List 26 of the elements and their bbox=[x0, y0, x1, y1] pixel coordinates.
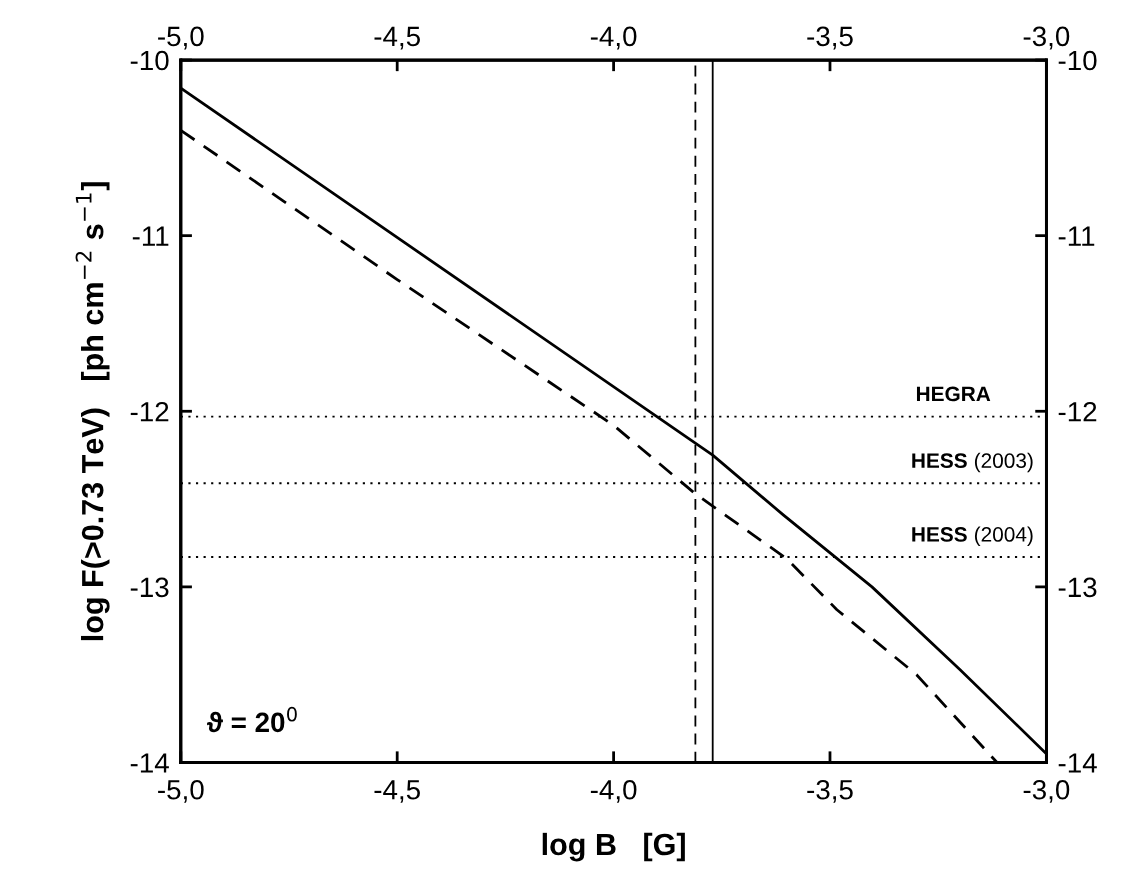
x-tick-label: -5,0 bbox=[158, 26, 204, 50]
y2-tick-label: -14 bbox=[1058, 753, 1097, 773]
ref-line-label: HESS (2003) bbox=[912, 452, 1033, 473]
x2-tick-label: -5,0 bbox=[158, 779, 204, 803]
x-tick-label: -4,5 bbox=[374, 26, 420, 50]
x-axis-title: log B [G] bbox=[542, 832, 685, 862]
x2-tick-label: -3,5 bbox=[807, 779, 853, 803]
y2-tick-label: -12 bbox=[1058, 401, 1097, 422]
x2-tick-label: -4,5 bbox=[374, 780, 420, 803]
x-tick-label: -3,0 bbox=[1023, 26, 1070, 50]
x-tick-label: -3,5 bbox=[807, 26, 853, 50]
y-tick-label: -10 bbox=[130, 50, 169, 71]
annotation: ϑ = 20$^{0}$ bbox=[207, 706, 297, 733]
ref-line-label: HEGRA bbox=[916, 386, 991, 402]
x2-tick-label: -3,0 bbox=[1023, 779, 1070, 803]
y-tick-label: -14 bbox=[130, 753, 169, 773]
y-tick-label: -11 bbox=[132, 226, 169, 246]
y-axis-title: log F(>0.73 TeV) [ph cm$^{−2}$ s$^{−1}$] bbox=[75, 182, 110, 641]
x-tick-label: -4,0 bbox=[590, 26, 637, 50]
y-tick-label: -13 bbox=[130, 577, 169, 598]
y2-tick-label: -11 bbox=[1058, 226, 1095, 246]
y-tick-label: -12 bbox=[130, 401, 169, 422]
x2-tick-label: -4,0 bbox=[590, 779, 637, 803]
ref-line-label: HESS (2004) bbox=[912, 526, 1033, 546]
y2-tick-label: -13 bbox=[1058, 577, 1097, 598]
y2-tick-label: -10 bbox=[1058, 50, 1097, 71]
